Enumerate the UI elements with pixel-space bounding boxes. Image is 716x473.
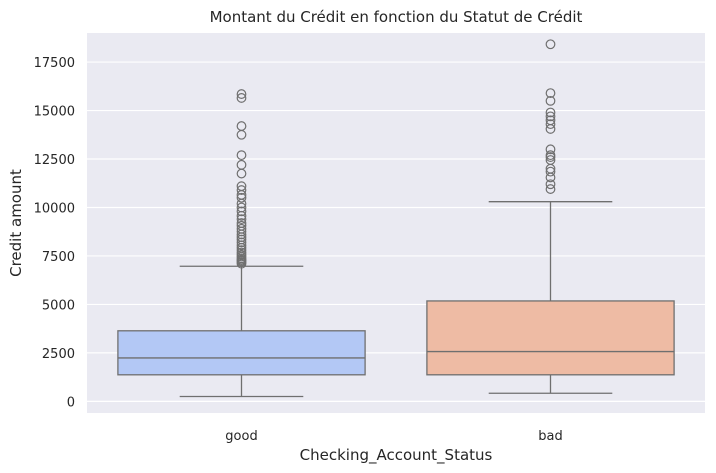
outlier-point [545,184,556,194]
y-tick-label: 15000 [34,105,75,120]
y-tick-label: 17500 [34,56,75,71]
box-good [117,330,366,376]
x-tick-label: good [225,429,257,444]
outlier-point [236,237,247,248]
box-bad [426,300,675,376]
outlier-point [236,89,247,99]
outlier-point [545,179,556,190]
outlier-point [545,95,556,106]
y-tick-label: 7500 [42,250,75,265]
y-tick-label: 10000 [34,201,75,216]
y-tick-label: 12500 [34,153,75,168]
outlier-point [545,150,556,161]
y-tick-label: 2500 [42,347,75,362]
outlier-point [236,218,247,228]
outlier-point [545,39,556,50]
outlier-point [236,150,247,161]
y-axis-label: Credit amount [7,169,25,277]
outlier-point [545,166,556,177]
outlier-point [236,159,247,170]
box-marks [117,39,675,398]
outlier-point [545,115,556,126]
outlier-point [236,192,247,203]
outlier-point [545,88,556,99]
y-tick-label: 5000 [42,298,75,313]
outlier-point [236,185,247,195]
outlier-point [545,144,556,155]
x-tick-label: bad [538,429,562,444]
outlier-point [236,214,247,225]
outlier-point [545,111,556,122]
outlier-point [236,206,247,217]
x-tick-labels: good bad [225,429,562,444]
chart-title: Montant du Crédit en fonction du Statut … [210,8,583,26]
y-tick-label: 0 [67,395,75,410]
outlier-point [236,223,247,234]
outlier-point [236,121,247,131]
outlier-point [236,181,247,192]
outlier-point [545,119,556,130]
outlier-point [545,155,556,165]
x-axis-label: Checking_Account_Status [300,446,493,465]
outlier-point [236,93,247,103]
y-tick-labels: 0 2500 5000 7500 10000 12500 15000 17500 [34,56,75,410]
outlier-point [545,107,556,118]
outlier-point [236,220,247,231]
outlier-point [236,202,247,213]
